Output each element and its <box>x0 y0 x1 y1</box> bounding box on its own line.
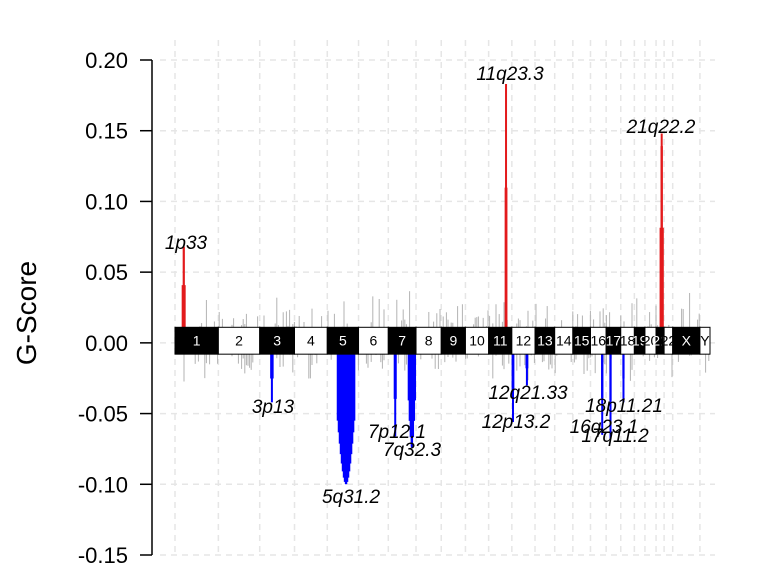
chromosome-band-Y <box>699 326 711 355</box>
chromosome-label-Y: Y <box>700 333 710 349</box>
chromosome-label-X: X <box>682 333 692 349</box>
chromosome-label-17: 17 <box>606 333 622 349</box>
peak-label-18p11.21: 18p11.21 <box>585 396 663 417</box>
chromosome-label-13: 13 <box>537 333 553 349</box>
peak-label-7q32.3: 7q32.3 <box>383 440 442 461</box>
chromosome-band-5 <box>326 326 360 355</box>
chromosome-band-7 <box>387 326 417 355</box>
y-axis-title: G-Score <box>11 261 42 365</box>
y-tick-label: 0.20 <box>85 48 128 73</box>
chromosome-label-11: 11 <box>493 333 508 349</box>
chromosome-label-19: 19 <box>632 333 648 349</box>
chromosome-label-3: 3 <box>273 333 281 349</box>
y-tick-label: -0.15 <box>78 543 128 568</box>
chromosome-label-7: 7 <box>398 333 406 349</box>
peak-label-7p12.1: 7p12.1 <box>368 422 426 443</box>
peak-label-12q21.33: 12q21.33 <box>488 383 568 404</box>
chromosome-band-4 <box>294 326 328 355</box>
y-axis: -0.15 -0.10 -0.05 0.00 0.05 0.10 0.15 0.20 <box>78 48 153 568</box>
y-tick-label: 0.15 <box>85 119 128 144</box>
peak-label-3p13: 3p13 <box>252 397 295 418</box>
chromosome-label-16: 16 <box>591 333 607 349</box>
peak-label-1p33: 1p33 <box>165 233 208 254</box>
chromosome-label-10: 10 <box>469 333 485 349</box>
peak-label-11q23.3: 11q23.3 <box>476 64 544 85</box>
peak-label-21q22.2: 21q22.2 <box>626 117 696 138</box>
chromosome-label-15: 15 <box>574 333 590 349</box>
chromosome-label-5: 5 <box>339 333 347 349</box>
chromosome-band-8 <box>415 326 442 355</box>
chromosome-band-2 <box>217 326 261 355</box>
chromosome-band-3 <box>259 326 296 355</box>
chromosome-label-18: 18 <box>620 333 636 349</box>
chromosome-label-20: 20 <box>643 333 659 349</box>
chromosome-label-14: 14 <box>556 333 572 349</box>
y-tick-label: -0.05 <box>78 402 128 427</box>
chromosome-band-6 <box>358 326 389 355</box>
chromosome-label-2: 2 <box>235 333 243 349</box>
y-tick-label: 0.10 <box>85 189 128 214</box>
y-tick-label: 0.05 <box>85 260 128 285</box>
peak-labels: 1p33 11q23.3 21q22.2 3p13 5q31.2 7p12.17q32.3… <box>165 64 696 508</box>
y-tick-label: 0.00 <box>85 331 128 356</box>
chromosome-label-4: 4 <box>307 333 315 349</box>
chromosome-band-1 <box>174 326 219 355</box>
y-tick-label: -0.10 <box>78 472 128 497</box>
chromosome-band-X <box>672 326 701 355</box>
peak-label-17q11.2: 17q11.2 <box>581 426 649 447</box>
chromosome-label-9: 9 <box>449 333 457 349</box>
peak-label-16q23.1: 16q23.1 <box>570 417 639 438</box>
grid <box>160 40 715 556</box>
chromosome-label-12: 12 <box>516 333 532 349</box>
chromosome-label-6: 6 <box>370 333 378 349</box>
peak-label-12p13.2: 12p13.2 <box>482 412 551 433</box>
peak-label-5q31.2: 5q31.2 <box>322 487 381 508</box>
chromosome-label-8: 8 <box>425 333 433 349</box>
chromosome-label-1: 1 <box>193 333 201 349</box>
